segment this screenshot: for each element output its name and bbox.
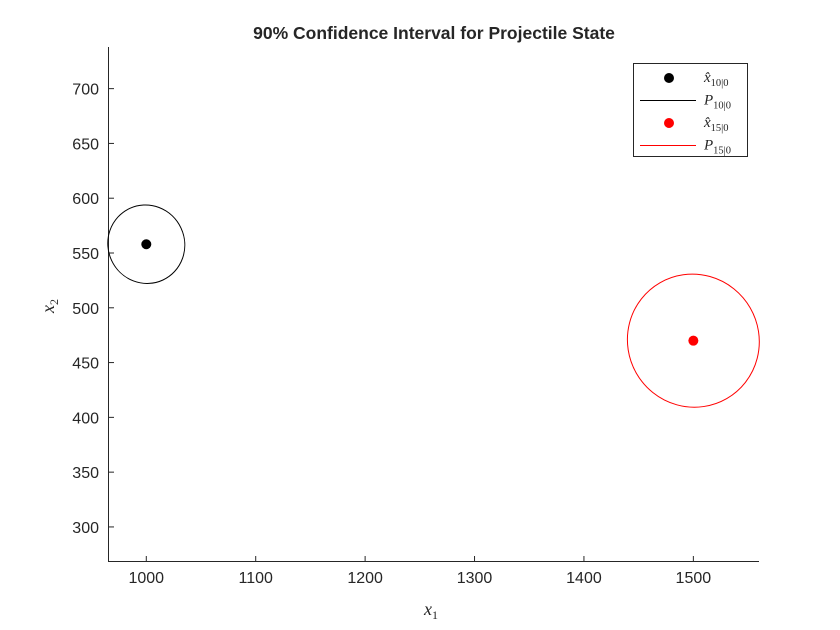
- x-axis-label-sub: 1: [432, 608, 438, 622]
- y-tick-label: 650: [72, 136, 99, 153]
- y-tick-label: 300: [72, 520, 99, 537]
- legend-label: P15|0: [703, 138, 731, 157]
- x-axis-label-var: x: [423, 599, 432, 619]
- x-tick-label: 1400: [566, 570, 602, 587]
- legend-marker: [664, 73, 674, 83]
- legend: x̂10|0 P10|0 x̂15|0 P15|0: [633, 63, 748, 157]
- y-tick-label: 600: [72, 191, 99, 208]
- y-axis-label-sub: 2: [47, 299, 61, 305]
- chart-marks: [107, 204, 760, 408]
- x-tick-label: 1300: [457, 570, 493, 587]
- estimate-point: [688, 335, 699, 346]
- legend-label: x̂15|0: [703, 115, 729, 134]
- x-axis-ticks: 1000 1100 1200 1300 1400 1500: [128, 556, 711, 587]
- y-tick-label: 550: [72, 246, 99, 263]
- chart-title: 90% Confidence Interval for Projectile S…: [253, 23, 615, 43]
- y-axis-ticks: 300 350 400 450 500 550 600 650 700: [72, 82, 114, 537]
- x-axis-label: x1: [423, 599, 438, 622]
- x-tick-label: 1000: [128, 570, 164, 587]
- legend-label: P10|0: [703, 93, 731, 112]
- y-tick-label: 400: [72, 410, 99, 427]
- y-tick-label: 700: [72, 82, 99, 99]
- y-tick-label: 500: [72, 301, 99, 318]
- legend-box: [633, 63, 748, 157]
- estimate-point: [141, 239, 152, 250]
- y-axis-label-var: x: [38, 305, 58, 314]
- y-axis-label: x2: [38, 299, 61, 314]
- x-tick-label: 1200: [347, 570, 383, 587]
- plot-area: [108, 47, 759, 562]
- y-tick-label: 450: [72, 356, 99, 373]
- x-tick-label: 1500: [676, 570, 712, 587]
- confidence-ellipse: [107, 204, 186, 284]
- confidence-ellipse: [626, 273, 760, 408]
- legend-marker: [664, 118, 674, 128]
- x-tick-label: 1100: [239, 570, 274, 587]
- y-tick-label: 350: [72, 465, 99, 482]
- legend-label: x̂10|0: [703, 70, 729, 89]
